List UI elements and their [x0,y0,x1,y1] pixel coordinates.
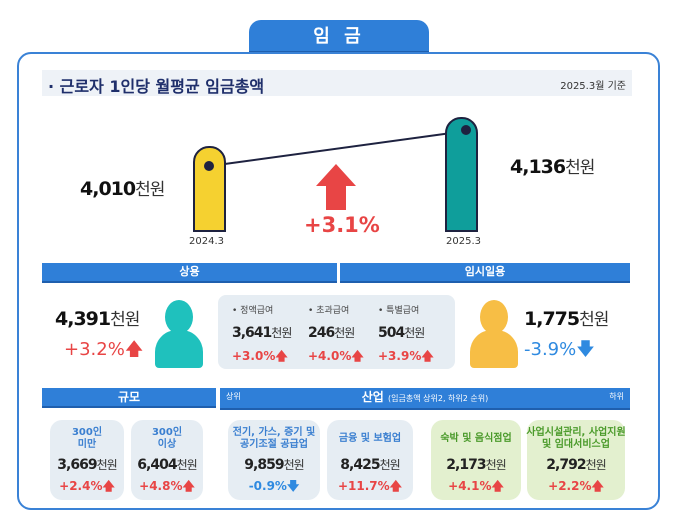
up-arrow-icon: 🡅 [124,339,144,360]
industry-cards-1-change: +11.7% [337,479,390,493]
value-2024: 4,010천원 [80,175,165,200]
breakdown-item: • 초과급여 246천원 +4.0%🡅 [308,303,383,368]
unit: 천원 [579,310,609,330]
bar-2024 [193,146,226,232]
regular-breakdown-2-value: 504 [378,325,405,341]
industry-bottom_label: 하위 [609,392,624,401]
regular-breakdown-1-value: 246 [308,325,335,341]
industry-header: 상위 산업 (임금총액 상위2, 하위2 순위) 하위 [220,388,630,410]
size-cards-1-change: +4.8% [139,479,183,493]
regular-value: 4,391천원 [55,305,140,330]
industry-cards-2-name: 숙박 및 음식점업 [440,433,512,444]
overall-prev-value: 4,010 [80,178,136,200]
temporary-value: 1,775천원 [524,305,609,330]
size-cards-0-name: 300인 미만 [71,427,103,450]
industry-cards-1-value: 8,425 [340,457,380,473]
page-title: · 근로자 1인당 월평균 임금총액 [48,77,265,96]
trend-chart [209,130,467,210]
regular-change: +3.2%🡅 [64,337,143,367]
size-cards-0-change: +2.4% [59,479,103,493]
overall-change: +3.1% [304,213,380,237]
regular-breakdown-2-change: +3.9% [378,349,422,363]
point-2024 [204,161,214,171]
content-panel [17,52,660,510]
unit: 천원 [135,180,165,200]
industry-cards-0-value: 9,859 [244,457,284,473]
regular-header: 상용 [42,263,337,283]
industry-cards-0-change: -0.9% [248,479,287,493]
regular-breakdown-1-change: +4.0% [308,349,352,363]
industry-cards-2-change: +4.1% [448,479,492,493]
point-2025 [461,125,471,135]
bar-2025 [445,117,478,232]
industry-label: 산업 [361,390,384,404]
industry-cards-3-change: +2.2% [548,479,592,493]
up-arrow-icon [316,164,356,210]
unit: 천원 [334,326,355,340]
regular-breakdown-0-change: +3.0% [232,349,276,363]
breakdown-item: • 정액급여 3,641천원 +3.0%🡅 [232,303,307,368]
overall-curr-value: 4,136 [510,156,566,178]
unit: 천원 [283,458,305,472]
down-arrow-icon: 🡇 [576,339,595,360]
regular-change: +3.2% [64,339,125,360]
label-2024: 2024.3 [189,236,224,247]
industry-cards-3-name: 사업시설관리, 사업지원 및 임대서비스업 [526,427,626,450]
reference-date: 2025.3월 기준 [560,81,626,92]
industry-cards-1-name: 금융 및 보험업 [338,433,402,444]
size-card: 300인 이상 6,404천원 +4.8%🡅 [131,420,203,500]
regular-breakdown-2-label: • 특별급여 [378,306,420,316]
title-bar: · 근로자 1인당 월평균 임금총액 2025.3월 기준 [42,70,632,96]
regular-person-icon [155,300,203,368]
industry-cards-2-value: 2,173 [446,457,486,473]
industry-card: 전기, 가스, 증기 및 공기조절 공급업 9,859천원 -0.9%🡇 [228,420,320,500]
regular-breakdown-0-label: • 정액급여 [232,306,274,316]
industry-note: (임금총액 상위2, 하위2 순위) [388,394,489,403]
regular-breakdown: • 정액급여 3,641천원 +3.0%🡅 • 초과급여 246천원 +4.0%🡅 • … [218,295,455,369]
industry-card: 숙박 및 음식점업 2,173천원 +4.1%🡅 [431,420,521,500]
unit: 천원 [404,326,425,340]
size-header: 규모 [42,388,216,408]
regular-breakdown-0-value: 3,641 [232,325,272,341]
unit: 천원 [379,458,401,472]
industry-cards-3-value: 2,792 [546,457,586,473]
industry-top_label: 상위 [226,392,241,401]
size-cards-0-value: 3,669 [57,457,97,473]
temporary-person-icon [470,300,518,368]
breakdown-item: • 특별급여 504천원 +3.9%🡅 [378,303,453,368]
temporary-header: 임시일용 [340,263,630,283]
size-cards-1-value: 6,404 [137,457,177,473]
unit: 천원 [585,458,607,472]
unit: 천원 [110,310,140,330]
unit: 천원 [176,458,198,472]
unit: 천원 [96,458,118,472]
regular-breakdown-1-label: • 초과급여 [308,306,350,316]
trend-line [209,130,467,167]
temporary-value: 1,775 [524,308,580,330]
regular-value: 4,391 [55,308,111,330]
unit: 천원 [271,326,292,340]
temporary-change: -3.9%🡇 [524,337,595,367]
temporary-change: -3.9% [524,339,577,360]
industry-card: 사업시설관리, 사업지원 및 임대서비스업 2,792천원 +2.2%🡅 [526,420,626,500]
size-cards-1-name: 300인 이상 [151,427,183,450]
industry-cards-0-name: 전기, 가스, 증기 및 공기조절 공급업 [232,427,316,450]
size-card: 300인 미만 3,669천원 +2.4%🡅 [50,420,124,500]
unit: 천원 [485,458,507,472]
unit: 천원 [565,158,595,178]
industry-card: 금융 및 보험업 8,425천원 +11.7%🡅 [327,420,413,500]
value-2025: 4,136천원 [510,153,595,178]
label-2025: 2025.3 [446,236,481,247]
